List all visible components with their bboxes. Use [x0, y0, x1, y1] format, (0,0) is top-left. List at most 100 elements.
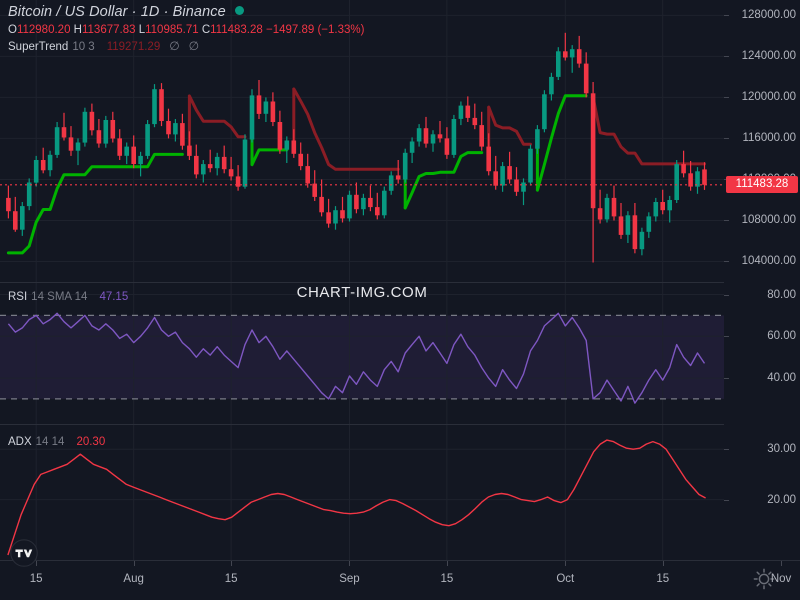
candle-body — [187, 145, 192, 156]
candle-body — [472, 117, 478, 126]
price-chart-canvas — [0, 0, 724, 282]
supertrend-segment — [403, 151, 484, 210]
candle — [618, 203, 624, 239]
candle — [20, 202, 25, 236]
candle-body — [249, 95, 255, 140]
candle — [68, 126, 74, 156]
candle-body — [166, 121, 171, 135]
candle-body — [124, 146, 129, 156]
time-scale[interactable]: 15 Aug 15 Sep 15 Oct 15 Nov — [0, 560, 800, 600]
adx-axis-label: 20.00 — [767, 493, 796, 506]
candle-body — [277, 122, 283, 150]
candle — [89, 103, 95, 136]
candle — [576, 35, 582, 68]
candle-body — [667, 200, 672, 211]
candle-body — [201, 164, 206, 175]
candle — [221, 145, 227, 174]
adx-pane[interactable] — [0, 424, 724, 560]
candle-body — [479, 125, 484, 147]
candle-body — [61, 127, 67, 138]
candle-body — [103, 120, 109, 144]
candle — [409, 137, 415, 163]
candle — [535, 125, 540, 154]
candle-body — [138, 155, 143, 165]
candle-body — [354, 194, 359, 210]
rsi-pane[interactable] — [0, 282, 724, 424]
candle-body — [382, 190, 387, 216]
candle — [395, 160, 401, 184]
candle-body — [653, 202, 659, 217]
candle — [542, 90, 547, 133]
candle — [667, 195, 672, 223]
candle-body — [695, 171, 700, 187]
candle — [305, 153, 310, 188]
current-price-tag: 111483.28 — [726, 176, 798, 194]
candle-body — [26, 182, 32, 207]
supertrend-segment — [292, 87, 400, 171]
time-axis-tick — [565, 561, 567, 566]
candle-body — [228, 169, 234, 177]
candle — [103, 115, 109, 148]
candle — [423, 116, 429, 148]
candle-body — [444, 138, 450, 155]
price-pane[interactable] — [0, 0, 724, 282]
time-axis-label: Nov — [770, 573, 792, 585]
candle-body — [604, 197, 610, 220]
candle — [298, 142, 303, 171]
candle — [493, 155, 498, 190]
candle — [444, 127, 450, 159]
candle — [416, 124, 422, 147]
candle — [33, 155, 39, 187]
candle — [514, 167, 519, 196]
watermark: CHART-IMG.COM — [296, 284, 428, 301]
candle — [500, 162, 505, 192]
rsi-line — [7, 312, 706, 404]
candle-body — [235, 176, 241, 187]
candle — [263, 97, 269, 122]
candle — [249, 89, 255, 143]
adx-axis-label: 30.00 — [767, 443, 796, 456]
candle-body — [590, 93, 596, 209]
time-axis-tick — [781, 561, 783, 566]
candle — [333, 206, 338, 230]
candle — [465, 96, 471, 122]
candle-body — [270, 101, 276, 122]
sun-icon[interactable] — [753, 568, 775, 590]
candle — [187, 131, 192, 160]
axis-tick — [724, 138, 729, 140]
candle — [159, 83, 164, 127]
candle — [6, 185, 11, 219]
candle — [82, 107, 88, 147]
candle-body — [535, 129, 540, 149]
candle-body — [493, 171, 498, 186]
candle — [347, 190, 352, 222]
candle-body — [214, 156, 220, 169]
time-axis-tick — [133, 561, 135, 566]
candle — [152, 84, 157, 128]
candle-body — [465, 105, 471, 118]
candle-body — [625, 215, 631, 235]
axis-tick — [724, 220, 729, 222]
candle — [284, 136, 290, 163]
candle-body — [430, 134, 436, 144]
candle-body — [395, 175, 401, 180]
candle-body — [361, 197, 366, 210]
candle — [47, 150, 53, 177]
candle-body — [521, 182, 526, 192]
candle-body — [326, 212, 331, 224]
rsi-axis-label: 60.00 — [767, 330, 796, 343]
candle — [549, 72, 554, 101]
axis-tick — [724, 15, 729, 17]
tradingview-logo-icon[interactable] — [10, 539, 38, 567]
candle-body — [486, 146, 491, 172]
candle — [110, 111, 116, 143]
candle — [319, 179, 324, 217]
candle-body — [507, 166, 512, 180]
candle-body — [20, 206, 25, 230]
price-scale[interactable]: 128000.00124000.00120000.00116000.001120… — [724, 0, 800, 560]
candle — [340, 196, 345, 223]
candle-body — [416, 128, 422, 142]
supertrend-segment — [591, 95, 706, 166]
candle — [13, 196, 18, 232]
candle-body — [131, 146, 136, 164]
